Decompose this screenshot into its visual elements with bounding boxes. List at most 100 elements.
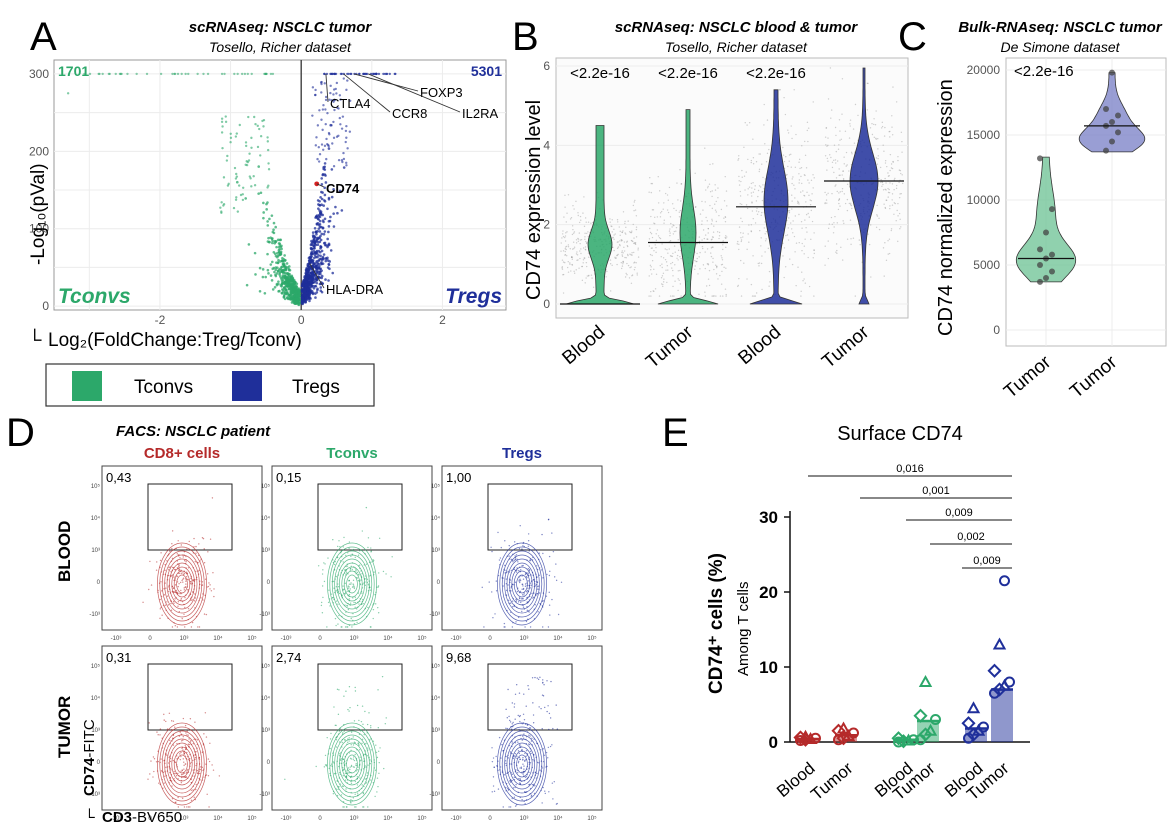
data-point-tconv [293,301,297,304]
jitter-point [803,253,805,255]
jitter-point [747,194,749,196]
jitter-point [808,285,811,288]
jitter-point [657,235,660,237]
facs-event [348,740,350,742]
jitter-point [666,194,669,196]
facs-contour [173,570,191,598]
facs-event [356,621,358,624]
facs-plot-frame [101,465,263,631]
jitter-point [750,192,753,194]
facs-event [185,561,187,563]
jitter-point [841,174,843,176]
facs-event [533,596,535,599]
facs-event [354,606,356,609]
facs-event [522,564,524,567]
jitter-point [738,277,740,280]
jitter-point [750,224,753,226]
jitter-point [582,212,584,214]
data-point-tconv [221,125,224,128]
jitter-point [835,150,837,153]
jitter-point [701,220,703,222]
data-point-treg [388,72,391,76]
data-point-treg [323,82,326,85]
facs-event [542,600,544,602]
jitter-point [762,176,764,179]
data-point-tconv [114,72,117,76]
panel-a-subtitle: Tosello, Richer dataset [209,39,352,55]
facs-contour [511,566,533,602]
y-tick-label: 300 [29,67,49,81]
facs-event [505,578,507,580]
jitter-point [584,217,587,219]
panel-a-count-tregs: 5301 [471,63,502,79]
data-point-tconv [232,206,236,210]
jitter-point [575,269,577,271]
jitter-point [802,280,804,282]
data-point-tconv [258,289,262,293]
jitter-point [698,256,700,258]
jitter-point [654,223,656,225]
panel-d-y-label-rest: -FITC [81,719,98,757]
facs-event [337,583,339,585]
facs-event [344,779,347,781]
jitter-point [631,230,633,232]
jitter-point [616,241,619,243]
facs-event [180,751,182,754]
data-point-treg [326,143,329,146]
facs-event [329,738,332,740]
jitter-point [657,176,659,178]
jitter-point [627,245,629,248]
jitter-point [722,244,724,246]
facs-event [329,747,331,750]
jitter-point [624,256,626,259]
x-tick-label: Tumor [1000,351,1056,402]
data-point-tconv [244,141,248,144]
jitter-point [795,284,797,287]
facs-event [362,602,364,605]
data-point-treg [312,286,316,290]
facs-event [335,746,338,748]
facs-event [548,574,551,577]
jitter-point [887,253,889,255]
jitter-point [793,89,795,91]
legend: Tconvs Tregs [45,363,375,407]
facs-event [207,551,209,553]
data-point-treg [318,219,322,223]
facs-event [546,710,548,713]
facs-event [511,742,513,744]
facs-event [359,550,361,552]
jitter-point [655,251,657,254]
jitter-point [680,183,683,185]
data-point-tconv [262,211,265,214]
facs-event [548,791,550,793]
jitter-point [743,146,745,149]
jitter-point [561,237,563,239]
jitter-point [891,126,893,128]
jitter-point [679,283,682,285]
facs-event [179,731,181,733]
jitter-point [571,263,573,266]
data-point-tconv [283,274,286,278]
data-point-tconv [278,273,281,276]
data-point-tconv [283,282,286,285]
jitter-point [870,276,872,278]
jitter-point [757,262,759,265]
jitter-point [889,207,891,210]
jitter-point [756,213,759,215]
jitter-point [787,227,790,229]
facs-event [532,714,535,716]
data-point-tconv [266,252,269,256]
legend-swatch-tregs [232,371,262,401]
data-point-treg [327,147,331,150]
facs-event [519,758,522,761]
jitter-point [725,246,727,249]
jitter-point [800,295,802,297]
jitter-point [718,214,720,217]
facs-event [527,573,529,575]
jitter-point [663,202,665,204]
data-point-treg [314,292,317,295]
facs-x-tick: 10⁵ [587,815,597,822]
facs-event [495,755,497,758]
facs-event [332,580,335,583]
jitter-point [753,295,755,297]
